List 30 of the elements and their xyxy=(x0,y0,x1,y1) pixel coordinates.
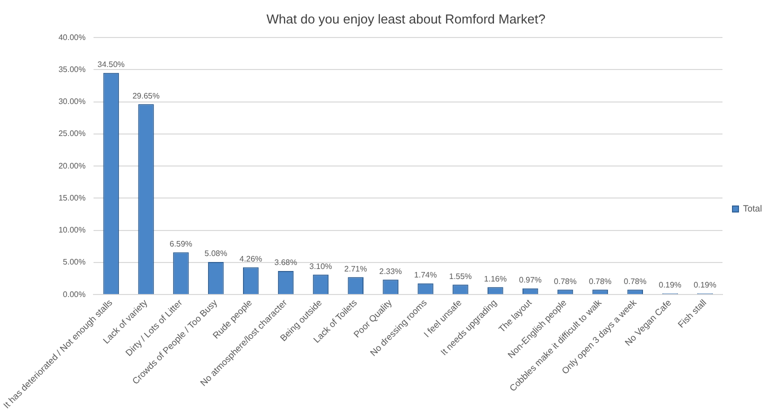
data-label: 0.97% xyxy=(518,276,542,285)
data-label: 1.55% xyxy=(449,272,472,281)
y-tick-label: 30.00% xyxy=(58,97,86,106)
legend-label: Total xyxy=(742,203,762,214)
y-tick-label: 35.00% xyxy=(58,64,86,74)
data-label: 2.33% xyxy=(379,266,402,276)
data-label: 0.78% xyxy=(588,276,612,286)
data-label: 3.68% xyxy=(274,258,298,268)
data-label: 29.65% xyxy=(132,91,160,100)
data-label: 1.16% xyxy=(484,274,507,284)
data-label: 4.26% xyxy=(239,254,262,264)
y-tick-label: 20.00% xyxy=(58,161,86,170)
data-label: 34.50% xyxy=(98,60,125,70)
data-label: 0.19% xyxy=(658,280,682,290)
data-label: 1.74% xyxy=(414,270,437,280)
y-tick-label: 40.00% xyxy=(58,32,86,42)
data-label: 2.71% xyxy=(344,264,367,274)
data-label: 0.19% xyxy=(694,280,716,290)
data-label: 0.78% xyxy=(554,276,577,286)
y-tick-label: 0.00% xyxy=(62,290,86,299)
data-label: 0.78% xyxy=(624,276,646,286)
x-tick-label: Fish stall xyxy=(676,298,708,330)
y-tick-label: 15.00% xyxy=(58,193,86,202)
y-tick-label: 10.00% xyxy=(58,226,86,235)
chart-title: What do you enjoy least about Romford Market? xyxy=(266,11,546,26)
data-label: 3.10% xyxy=(309,262,332,271)
y-tick-label: 5.00% xyxy=(62,258,86,267)
y-tick-label: 25.00% xyxy=(58,129,86,138)
data-label: 6.59% xyxy=(170,239,192,248)
data-label: 5.08% xyxy=(204,249,228,258)
